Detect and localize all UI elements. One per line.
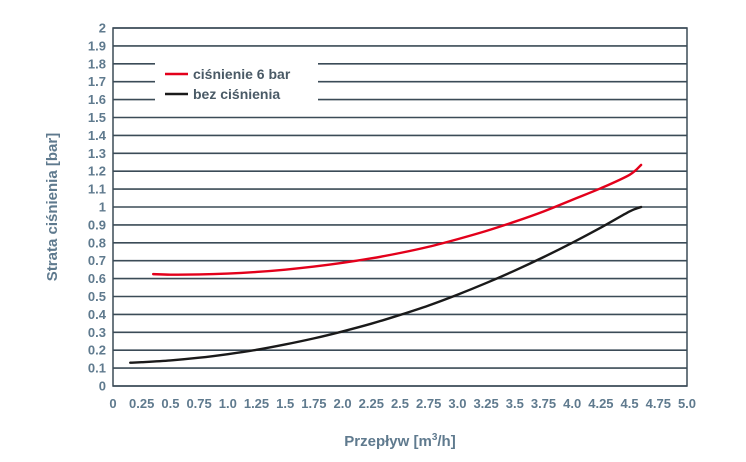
y-tick-label: 1.2 bbox=[88, 164, 106, 179]
y-tick-label: 0.8 bbox=[88, 235, 106, 250]
y-axis-ticks: 0 0.1 0.2 0.3 0.4 0.5 0.6 0.7 0.8 0.9 1 1.1 1.2 1.3 1.… bbox=[88, 21, 107, 394]
x-axis-label-superscript: 3 bbox=[432, 432, 438, 443]
y-axis-label: Strata ciśnienia [bar] bbox=[44, 133, 61, 281]
y-tick-label: 0.9 bbox=[88, 217, 106, 232]
x-tick-label: 2.0 bbox=[334, 396, 352, 411]
y-tick-label: 0.6 bbox=[88, 271, 106, 286]
series-line-1 bbox=[129, 205, 643, 364]
x-tick-label: 4.5 bbox=[621, 396, 639, 411]
x-tick-label: 2.5 bbox=[391, 396, 409, 411]
grid bbox=[113, 27, 687, 387]
y-tick-label: 1.1 bbox=[88, 182, 106, 197]
y-tick-label: 1 bbox=[99, 200, 106, 215]
x-tick-label: 1.5 bbox=[276, 396, 294, 411]
y-tick-label: 1.8 bbox=[88, 56, 106, 71]
x-tick-label: 4.0 bbox=[563, 396, 581, 411]
x-tick-label: 1.25 bbox=[244, 396, 269, 411]
y-tick-label: 0.1 bbox=[88, 361, 106, 376]
x-tick-label: 3.0 bbox=[448, 396, 466, 411]
x-tick-label: 1.75 bbox=[301, 396, 326, 411]
x-tick-label: 2.75 bbox=[416, 396, 441, 411]
x-tick-label: 0.75 bbox=[186, 396, 211, 411]
y-tick-label: 0.7 bbox=[88, 253, 106, 268]
x-tick-label: 3.25 bbox=[473, 396, 498, 411]
legend: ciśnienie 6 bar bez ciśnienia bbox=[155, 58, 318, 106]
x-axis-label-main: Przepływ [m bbox=[344, 433, 432, 450]
x-tick-label: 0.5 bbox=[161, 396, 179, 411]
x-axis-label: Przepływ [m3/h] bbox=[344, 432, 455, 450]
x-axis-ticks: 0 0.25 0.5 0.75 1.0 1.25 1.5 1.75 2.0 2.25 2.5 2.75… bbox=[109, 396, 696, 411]
legend-background bbox=[155, 58, 318, 106]
x-tick-label: 3.5 bbox=[506, 396, 524, 411]
x-tick-label: 0 bbox=[109, 396, 116, 411]
y-tick-label: 1.3 bbox=[88, 146, 106, 161]
legend-label-cisnienie-6-bar: ciśnienie 6 bar bbox=[193, 66, 291, 82]
x-tick-label: 2.25 bbox=[359, 396, 384, 411]
x-tick-label: 3.75 bbox=[531, 396, 556, 411]
x-tick-label: 5.0 bbox=[678, 396, 696, 411]
y-tick-label: 1.9 bbox=[88, 38, 106, 53]
y-tick-label: 1.6 bbox=[88, 92, 106, 107]
series-lines bbox=[129, 163, 643, 364]
x-axis-label-end: /h] bbox=[437, 433, 455, 450]
legend-label-bez-cisnienia: bez ciśnienia bbox=[193, 86, 280, 102]
x-tick-label: 4.25 bbox=[588, 396, 613, 411]
y-tick-label: 0.5 bbox=[88, 289, 106, 304]
y-tick-label: 2 bbox=[99, 21, 106, 36]
series-line-0 bbox=[151, 163, 643, 276]
y-tick-label: 0.4 bbox=[88, 307, 107, 322]
y-tick-label: 0 bbox=[99, 379, 106, 394]
y-tick-label: 1.7 bbox=[88, 74, 106, 89]
y-tick-label: 1.4 bbox=[88, 128, 107, 143]
y-tick-label: 0.2 bbox=[88, 343, 106, 358]
x-tick-label: 4.75 bbox=[646, 396, 671, 411]
y-tick-label: 0.3 bbox=[88, 325, 106, 340]
y-tick-label: 1.5 bbox=[88, 110, 106, 125]
x-tick-label: 1.0 bbox=[219, 396, 237, 411]
x-tick-label: 0.25 bbox=[129, 396, 154, 411]
